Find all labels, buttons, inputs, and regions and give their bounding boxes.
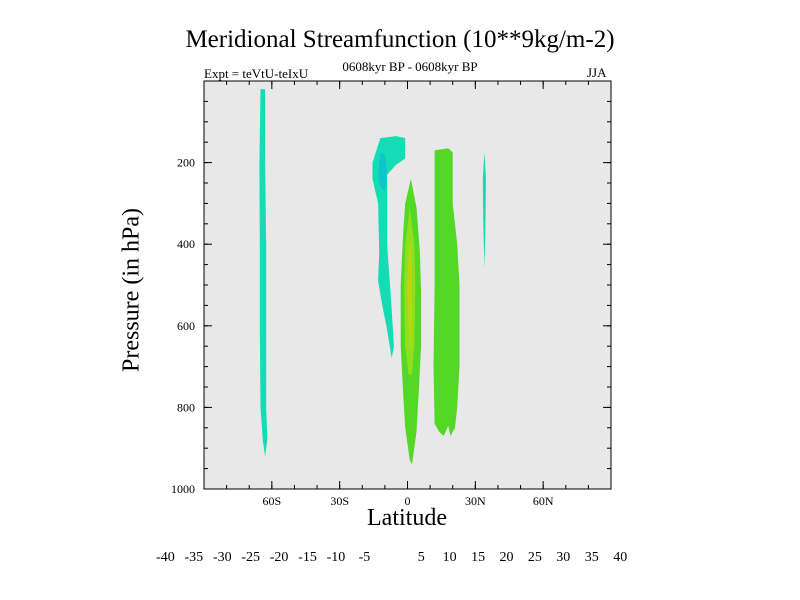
colorbar-label: -25 bbox=[241, 550, 260, 565]
colorbar-label: -30 bbox=[213, 550, 232, 565]
contour-region-0 bbox=[259, 89, 268, 457]
colorbar-label: 40 bbox=[613, 550, 627, 565]
colorbar-label: -10 bbox=[327, 550, 346, 565]
axis-ticks: 60S 30S 0 30N 60N 200 400 600 800 1000 bbox=[171, 81, 612, 508]
contour-regions bbox=[259, 89, 486, 465]
colorbar-label: 10 bbox=[443, 550, 457, 565]
y-tick-label: 1000 bbox=[171, 482, 195, 496]
season-label: JJA bbox=[587, 65, 607, 80]
contour-region-2 bbox=[378, 152, 388, 192]
x-tick-label: 0 bbox=[405, 494, 411, 508]
colorbar-label: 20 bbox=[500, 550, 514, 565]
colorbar-label: 25 bbox=[528, 550, 542, 565]
colorbar-label: 15 bbox=[471, 550, 485, 565]
y-tick-label: 400 bbox=[177, 237, 195, 251]
colorbar-label: -5 bbox=[359, 550, 371, 565]
contour-region-1 bbox=[372, 136, 406, 359]
colorbar-label: 35 bbox=[585, 550, 599, 565]
contour-region-3 bbox=[482, 152, 486, 269]
x-tick-label: 30N bbox=[465, 494, 486, 508]
colorbar-label: -40 bbox=[156, 550, 175, 565]
y-tick-label: 200 bbox=[177, 156, 195, 170]
x-tick-label: 30S bbox=[330, 494, 349, 508]
y-tick-label: 800 bbox=[177, 400, 195, 414]
plot-frame bbox=[203, 80, 612, 490]
contour-region-8 bbox=[433, 148, 460, 437]
colorbar-label: -15 bbox=[298, 550, 317, 565]
y-tick-label: 600 bbox=[177, 319, 195, 333]
colorbar-label: -35 bbox=[184, 550, 203, 565]
x-axis-label: Latitude bbox=[367, 505, 447, 531]
contour-region-7 bbox=[409, 252, 412, 294]
x-tick-label: 60N bbox=[533, 494, 554, 508]
x-tick-label: 60S bbox=[262, 494, 281, 508]
colorbar-label: -20 bbox=[270, 550, 289, 565]
colorbar-label: 30 bbox=[556, 550, 570, 565]
colorbar: -40 -35 -30 -25 -20 -15 -10 -5 5 10 15 20 25 30 35 40 bbox=[156, 550, 627, 565]
colorbar-label: 5 bbox=[418, 550, 425, 565]
experiment-label: Expt = teVtU-teIxU bbox=[204, 66, 309, 81]
chart-subtitle: 0608kyr BP - 0608kyr BP bbox=[342, 59, 478, 74]
chart-title: Meridional Streamfunction (10**9kg/m-2) bbox=[185, 26, 615, 53]
